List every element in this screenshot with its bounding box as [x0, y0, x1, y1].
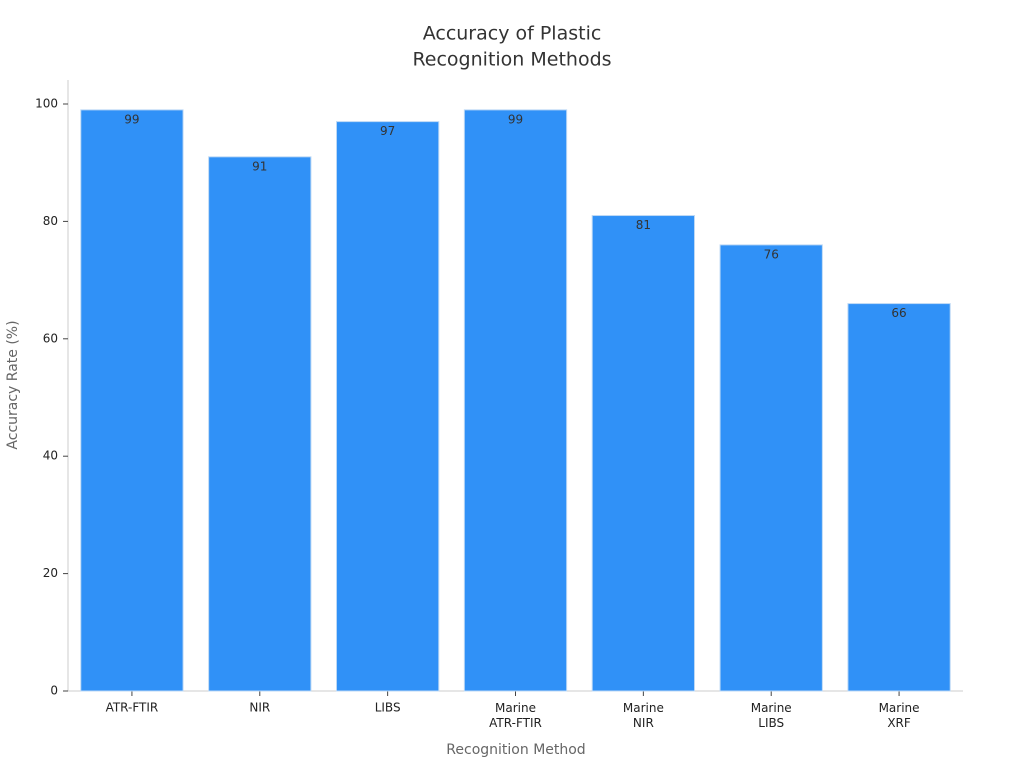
y-tick-label: 60 — [43, 331, 58, 345]
chart-title: Accuracy of Plastic — [423, 23, 602, 45]
bar — [591, 215, 696, 692]
value-label: 76 — [764, 247, 779, 261]
bar — [463, 109, 568, 692]
x-tick-label: Marine NIR — [623, 701, 664, 730]
value-label: 91 — [252, 159, 267, 173]
value-label: 81 — [636, 218, 651, 232]
x-axis-label: Recognition Method — [446, 742, 585, 758]
y-axis-label: Accuracy Rate (%) — [5, 320, 21, 449]
y-tick-label: 40 — [43, 449, 58, 463]
x-tick-label: ATR-FTIR — [106, 701, 159, 715]
x-tick-label: LIBS — [375, 701, 401, 715]
y-tick-label: 100 — [35, 97, 58, 111]
chart-title: Recognition Methods — [412, 49, 611, 71]
y-tick-label: 80 — [43, 214, 58, 228]
y-tick-label: 0 — [50, 684, 58, 698]
x-tick-label: Marine XRF — [879, 701, 920, 730]
x-tick-label: NIR — [249, 701, 270, 715]
value-label: 97 — [380, 124, 395, 138]
bar — [208, 156, 312, 692]
bar — [847, 303, 951, 692]
bar — [719, 244, 823, 692]
y-tick-label: 20 — [43, 566, 58, 580]
bar — [80, 109, 184, 692]
value-label: 99 — [508, 112, 523, 126]
value-label: 99 — [124, 112, 139, 126]
bar — [336, 121, 440, 692]
x-tick-label: Marine LIBS — [751, 701, 792, 730]
value-label: 66 — [891, 306, 906, 320]
x-tick-label: Marine ATR-FTIR — [489, 701, 542, 730]
